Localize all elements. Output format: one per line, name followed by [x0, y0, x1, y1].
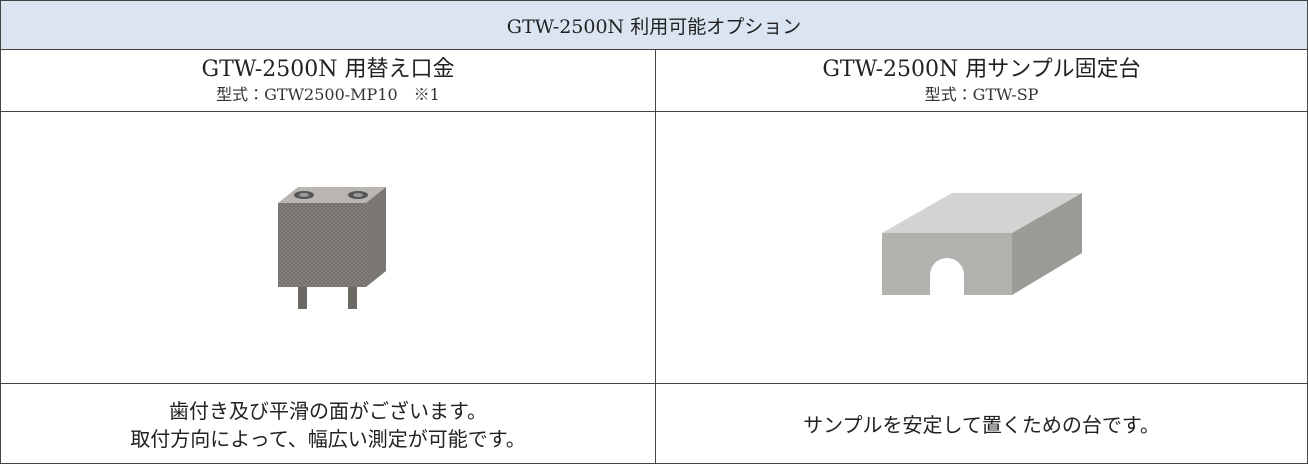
product-header: GTW-2500N 用サンプル固定台 型式：GTW-SP — [656, 50, 1307, 111]
product-description: 歯付き及び平滑の面がございます。 取付方向によって、幅広い測定が可能です。 — [1, 384, 655, 463]
description-line: サンプルを安定して置くための台です。 — [803, 412, 1160, 437]
jaw-image — [278, 186, 386, 309]
product-name: GTW-2500N 用サンプル固定台 — [822, 56, 1141, 82]
column-border — [655, 49, 656, 463]
product-image-cell — [1, 112, 655, 383]
row-border — [1, 383, 1307, 384]
product-image-cell — [656, 112, 1307, 383]
product-name: GTW-2500N 用替え口金 — [201, 56, 455, 82]
product-model: 型式：GTW2500-MP10 ※1 — [216, 84, 440, 104]
table-title: GTW-2500N 利用可能オプション — [1, 1, 1307, 49]
row-border — [1, 49, 1307, 50]
product-model: 型式：GTW-SP — [924, 84, 1039, 104]
description-line: 歯付き及び平滑の面がございます。 — [169, 398, 487, 423]
product-description: サンプルを安定して置くための台です。 — [656, 384, 1307, 463]
stand-image — [881, 192, 1082, 295]
row-border — [1, 111, 1307, 112]
product-header: GTW-2500N 用替え口金 型式：GTW2500-MP10 ※1 — [1, 50, 655, 111]
description-line: 取付方向によって、幅広い測定が可能です。 — [130, 426, 526, 451]
